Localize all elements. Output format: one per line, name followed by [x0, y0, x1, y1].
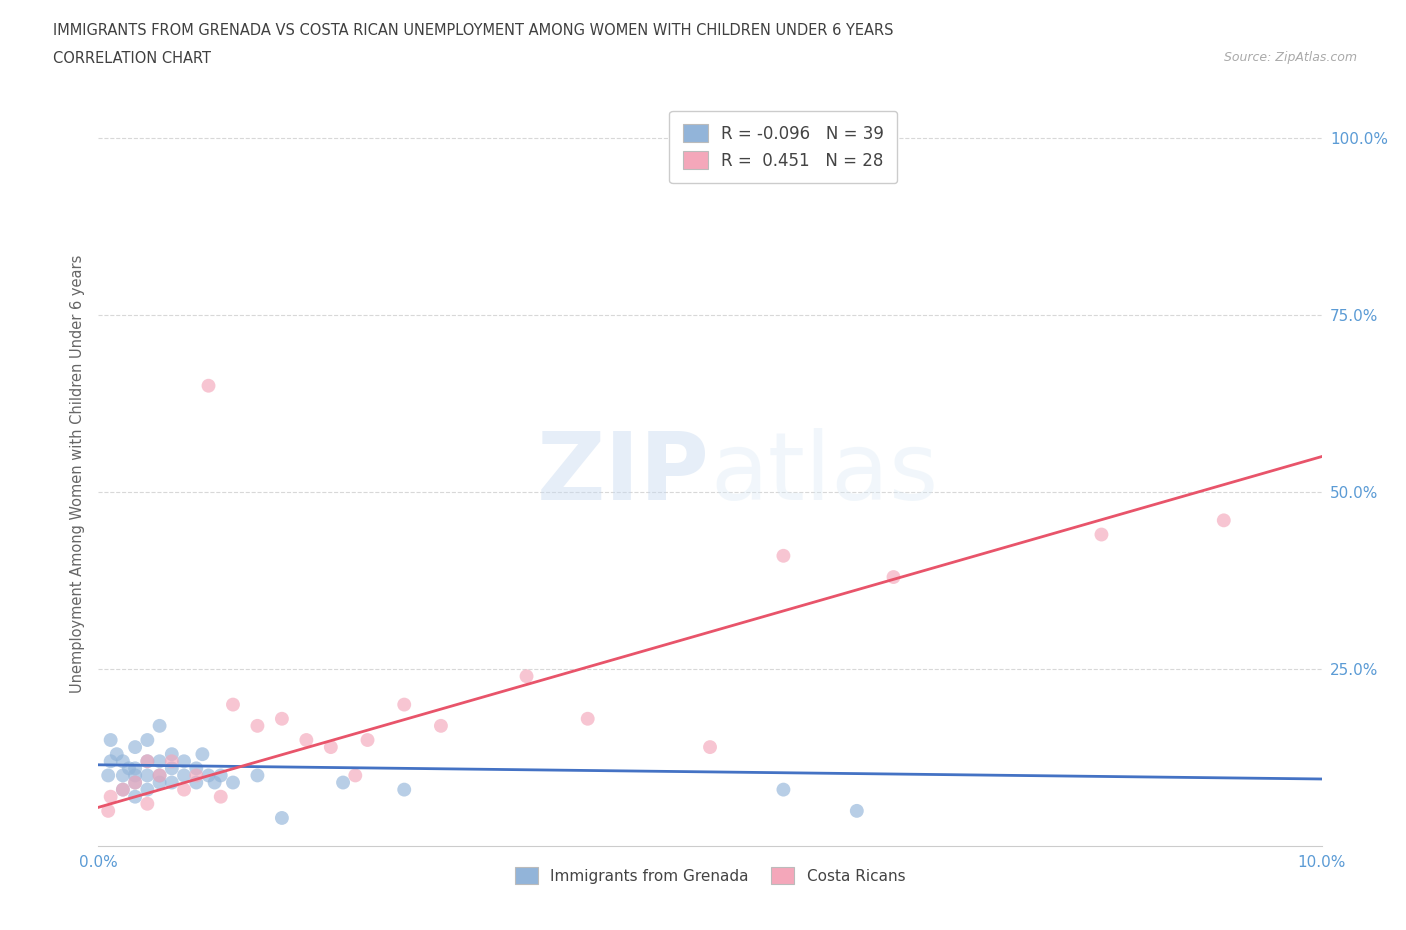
Point — [204, 775, 226, 790]
Point — [319, 739, 342, 754]
Point — [149, 775, 172, 790]
Point — [149, 718, 172, 733]
Point — [124, 739, 146, 754]
Point — [136, 754, 159, 769]
Point — [111, 754, 134, 769]
Point — [222, 698, 245, 712]
Point — [392, 698, 416, 712]
Text: Source: ZipAtlas.com: Source: ZipAtlas.com — [1223, 51, 1357, 64]
Point — [344, 768, 367, 783]
Point — [186, 775, 208, 790]
Legend: Immigrants from Grenada, Costa Ricans: Immigrants from Grenada, Costa Ricans — [505, 857, 915, 895]
Point — [356, 733, 378, 748]
Point — [100, 754, 122, 769]
Point — [136, 796, 159, 811]
Point — [100, 733, 122, 748]
Point — [124, 775, 146, 790]
Point — [1090, 527, 1112, 542]
Point — [111, 768, 134, 783]
Point — [295, 733, 318, 748]
Y-axis label: Unemployment Among Women with Children Under 6 years: Unemployment Among Women with Children U… — [69, 255, 84, 694]
Point — [332, 775, 354, 790]
Point — [173, 754, 195, 769]
Point — [136, 782, 159, 797]
Point — [105, 747, 128, 762]
Text: IMMIGRANTS FROM GRENADA VS COSTA RICAN UNEMPLOYMENT AMONG WOMEN WITH CHILDREN UN: IMMIGRANTS FROM GRENADA VS COSTA RICAN U… — [53, 23, 894, 38]
Point — [111, 782, 134, 797]
Point — [392, 782, 416, 797]
Point — [136, 768, 159, 783]
Text: atlas: atlas — [710, 429, 938, 520]
Point — [124, 790, 146, 804]
Text: CORRELATION CHART: CORRELATION CHART — [53, 51, 211, 66]
Point — [246, 718, 269, 733]
Point — [111, 782, 134, 797]
Point — [576, 711, 599, 726]
Point — [430, 718, 453, 733]
Point — [149, 754, 172, 769]
Point — [186, 768, 208, 783]
Point — [772, 782, 794, 797]
Point — [883, 569, 905, 584]
Point — [845, 804, 868, 818]
Point — [124, 768, 146, 783]
Point — [173, 768, 195, 783]
Point — [160, 754, 183, 769]
Point — [222, 775, 245, 790]
Point — [149, 768, 172, 783]
Point — [197, 768, 219, 783]
Point — [136, 733, 159, 748]
Point — [191, 747, 214, 762]
Point — [100, 790, 122, 804]
Point — [160, 761, 183, 776]
Point — [160, 775, 183, 790]
Point — [97, 768, 120, 783]
Point — [149, 768, 172, 783]
Point — [97, 804, 120, 818]
Point — [1212, 513, 1234, 528]
Point — [124, 775, 146, 790]
Point — [136, 754, 159, 769]
Point — [160, 747, 183, 762]
Point — [516, 669, 538, 684]
Point — [699, 739, 721, 754]
Point — [173, 782, 195, 797]
Point — [270, 711, 292, 726]
Point — [124, 761, 146, 776]
Point — [197, 379, 219, 393]
Point — [118, 761, 141, 776]
Point — [270, 811, 292, 826]
Point — [186, 761, 208, 776]
Point — [209, 768, 232, 783]
Point — [246, 768, 269, 783]
Point — [209, 790, 232, 804]
Point — [772, 549, 794, 564]
Text: ZIP: ZIP — [537, 429, 710, 520]
